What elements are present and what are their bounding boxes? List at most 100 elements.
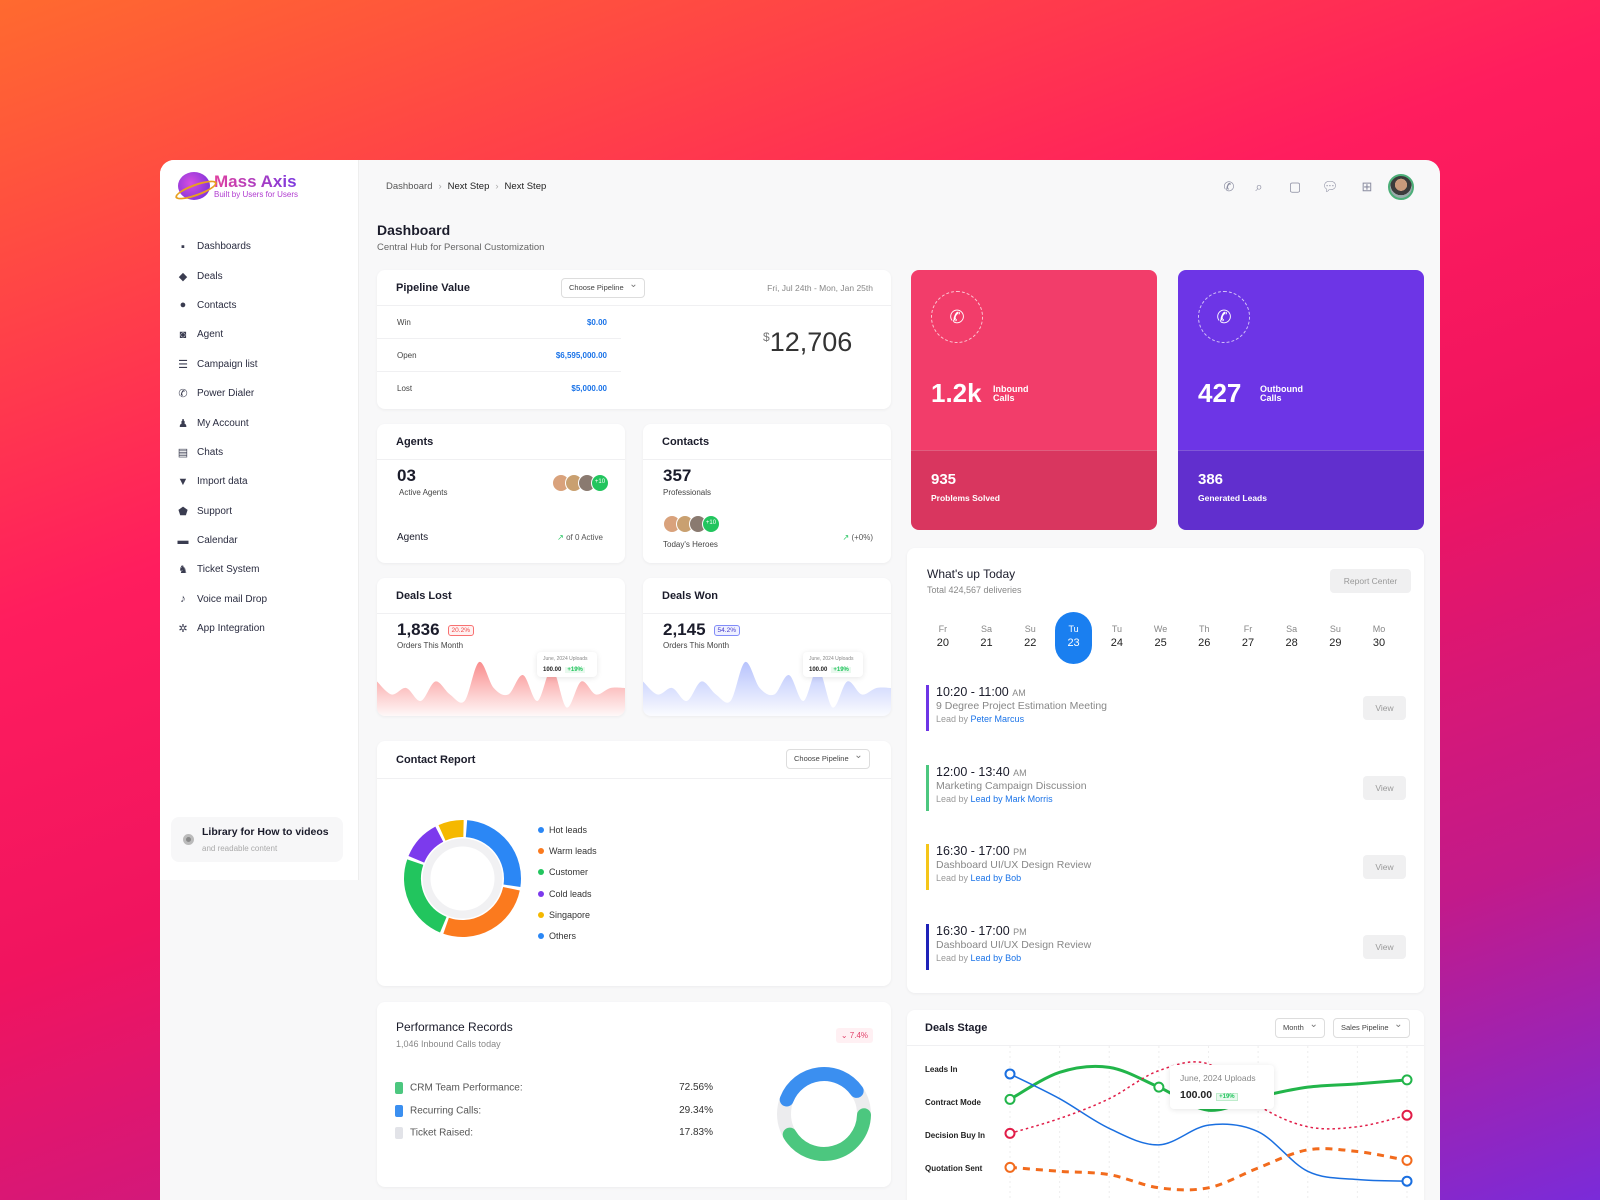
data-point[interactable] xyxy=(1004,1068,1016,1080)
logo[interactable]: Mass Axis Built by Users for Users xyxy=(178,172,298,200)
brand-tagline: Built by Users for Users xyxy=(214,189,299,199)
apps-icon[interactable]: ⊞ xyxy=(1361,179,1373,194)
breadcrumb-item[interactable]: Next Step xyxy=(504,181,547,192)
data-point[interactable] xyxy=(1004,1093,1016,1105)
date-23[interactable]: Tu 23 xyxy=(1055,612,1093,664)
date-range[interactable]: Fri, Jul 24th - Mon, Jan 25th xyxy=(767,283,873,293)
pipeline-select[interactable]: Choose Pipeline xyxy=(786,747,870,769)
avatar-group[interactable]: +10 xyxy=(552,474,609,492)
page-title: Dashboard xyxy=(377,222,451,238)
date-26[interactable]: Th 26 xyxy=(1198,624,1211,649)
donut-slice-singapore[interactable] xyxy=(438,820,464,841)
sidebar-item-calendar[interactable]: ▬ Calendar xyxy=(177,526,267,555)
sidebar-item-contacts[interactable]: ● Contacts xyxy=(177,291,267,320)
sidebar-item-label: Support xyxy=(197,505,233,517)
donut-slice-warm-leads[interactable] xyxy=(443,886,520,937)
donut-slice-customer[interactable] xyxy=(404,859,447,933)
sidebar-item-label: Ticket System xyxy=(197,564,260,576)
legend-item[interactable]: Cold leads xyxy=(538,883,597,904)
library-link[interactable]: Library for How to videos and readable c… xyxy=(171,817,343,862)
date-21[interactable]: Sa 21 xyxy=(980,624,993,649)
view-button[interactable]: View xyxy=(1363,855,1406,879)
sidebar-item-voice-mail-drop[interactable]: ♪ Voice mail Drop xyxy=(177,585,267,614)
sidebar-item-label: Calendar xyxy=(197,535,238,547)
breadcrumb-item[interactable]: Next Step xyxy=(447,181,490,192)
data-point[interactable] xyxy=(1153,1081,1165,1093)
date-22[interactable]: Su 22 xyxy=(1024,624,1037,649)
pipeline-select[interactable]: Choose Pipeline xyxy=(561,276,645,298)
breadcrumb-item[interactable]: Dashboard xyxy=(386,181,433,192)
sidebar-item-app-integration[interactable]: ✲ App Integration xyxy=(177,614,267,643)
note-icon[interactable]: ▢ xyxy=(1288,179,1302,194)
lead-link[interactable]: Peter Marcus xyxy=(970,714,1025,724)
card-title: What's up Today xyxy=(927,567,1016,581)
sidebar-item-dashboards[interactable]: ▪ Dashboards xyxy=(177,232,267,261)
legend-item[interactable]: Customer xyxy=(538,862,597,883)
data-point[interactable] xyxy=(1004,1161,1016,1173)
sidebar-item-campaign-list[interactable]: ☰ Campaign list xyxy=(177,350,267,379)
sidebar-item-deals[interactable]: ◆ Deals xyxy=(177,261,267,290)
sidebar-item-agent[interactable]: ◙ Agent xyxy=(177,320,267,349)
user-avatar[interactable] xyxy=(1388,174,1414,200)
chart-tooltip: June, 2024 Uploads 100.00 +19% xyxy=(537,652,597,677)
inbound-label: Inbound Calls xyxy=(993,384,1029,403)
sidebar-item-chats[interactable]: ▤ Chats xyxy=(177,438,267,467)
data-point[interactable] xyxy=(1401,1175,1413,1187)
performance-row: CRM Team Performance: 72.56% xyxy=(395,1082,713,1094)
donut-slice-crm[interactable] xyxy=(782,1090,872,1166)
data-point[interactable] xyxy=(1401,1074,1413,1086)
date-24[interactable]: Tu 24 xyxy=(1110,624,1124,649)
view-button[interactable]: View xyxy=(1363,775,1406,800)
event-item: 16:30 - 17:00 PM Dashboard UI/UX Design R… xyxy=(926,844,1091,890)
sidebar-item-label: Chats xyxy=(197,446,224,458)
sidebar-item-my-account[interactable]: ♟ My Account xyxy=(177,408,267,437)
donut-slice-cold-leads[interactable] xyxy=(408,826,444,863)
date-29[interactable]: Su 29 xyxy=(1329,624,1342,649)
view-button[interactable]: View xyxy=(1363,934,1406,959)
phone-icon[interactable]: ✆ xyxy=(1223,179,1235,194)
legend-item[interactable]: Others xyxy=(538,925,597,946)
lead-link[interactable]: Lead by Mark Morris xyxy=(970,793,1053,804)
report-center-button[interactable]: Report Center xyxy=(1330,569,1411,593)
legend-item[interactable]: Singapore xyxy=(538,904,597,925)
period-select[interactable]: Month xyxy=(1275,1016,1325,1038)
sidebar-item-power-dialer[interactable]: ✆ Power Dialer xyxy=(177,379,267,408)
date-25[interactable]: We 25 xyxy=(1153,624,1168,649)
sidebar-item-ticket-system[interactable]: ♞ Ticket System xyxy=(177,555,267,584)
data-point[interactable] xyxy=(1004,1127,1016,1139)
donut-slice-recurring[interactable] xyxy=(779,1067,864,1107)
lead-link[interactable]: Lead by Bob xyxy=(970,873,1022,883)
record-icon xyxy=(183,834,194,845)
problems-solved-value: 935 xyxy=(931,471,957,488)
chart-tooltip: June, 2024 Uploads 100.00 +19% xyxy=(803,652,863,677)
donut-slice-hot-leads[interactable] xyxy=(465,820,521,887)
pipeline-select[interactable]: Sales Pipeline xyxy=(1333,1016,1410,1038)
outbound-calls-card: ✆ 427 Outbound Calls 386 Generated Leads xyxy=(1178,270,1424,530)
agents-card: Agents 03 Active Agents +10 Agents ↗ of … xyxy=(377,424,625,563)
data-point[interactable] xyxy=(1401,1154,1413,1166)
date-30[interactable]: Mo 30 xyxy=(1372,624,1386,649)
lead-link[interactable]: Lead by Bob xyxy=(970,952,1022,963)
sidebar-item-support[interactable]: ⬟ Support xyxy=(177,497,267,526)
card-title: Contact Report xyxy=(377,741,891,779)
avatar-group[interactable]: +10 xyxy=(663,515,720,533)
chat-icon[interactable]: 💬︎ xyxy=(1321,179,1339,194)
calendar-icon: ▬ xyxy=(177,534,189,547)
legend-item[interactable]: Warm leads xyxy=(538,840,597,861)
data-point[interactable] xyxy=(1401,1109,1413,1121)
search-icon[interactable]: ⌕ xyxy=(1255,179,1263,194)
series-line xyxy=(1009,1147,1408,1192)
date-27[interactable]: Fr 27 xyxy=(1241,624,1255,649)
app-window: Mass Axis Built by Users for Users ▪ Dash… xyxy=(160,160,1440,1200)
deals-stage-chart: Quotation Sent Decision Buy In Contract Mo… xyxy=(925,1046,1413,1200)
deals-lost-value: 1,836 xyxy=(397,620,440,639)
legend-item[interactable]: Hot leads xyxy=(538,819,597,840)
chart-tooltip: June, 2024 Uploads 100.00 +19% xyxy=(1170,1065,1274,1109)
y-tick-label: Decision Buy In xyxy=(925,1131,985,1140)
date-28[interactable]: Sa 28 xyxy=(1285,624,1298,649)
date-20[interactable]: Fr 20 xyxy=(936,624,949,649)
contacts-card: Contacts 357 Professionals +10 Today's H… xyxy=(643,424,891,563)
card-title: Pipeline Value xyxy=(396,281,470,294)
sidebar-item-import-data[interactable]: ▼ Import data xyxy=(177,467,267,496)
view-button[interactable]: View xyxy=(1363,696,1406,720)
